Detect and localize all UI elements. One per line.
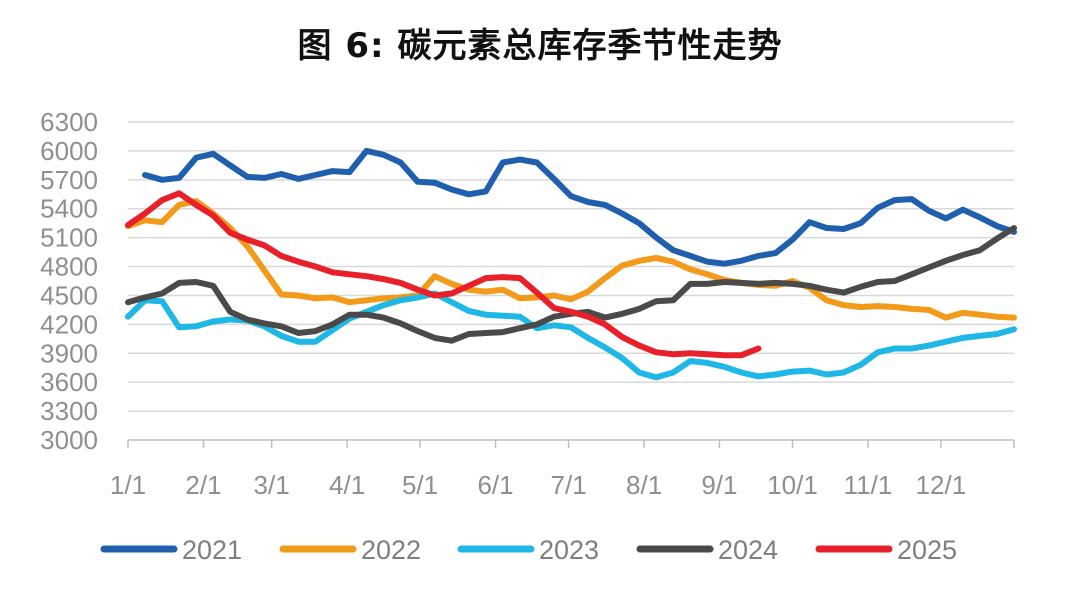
y-tick-label: 5400 xyxy=(40,194,98,224)
y-tick-label: 5700 xyxy=(40,165,98,195)
y-tick-label: 4200 xyxy=(40,309,98,339)
x-tick-label: 4/1 xyxy=(329,470,365,500)
legend-label-2023: 2023 xyxy=(539,535,599,565)
y-tick-label: 6000 xyxy=(40,136,98,166)
x-tick-label: 3/1 xyxy=(254,470,290,500)
legend-label-2022: 2022 xyxy=(361,535,421,565)
grid-lines xyxy=(128,121,1014,441)
x-tick-label: 7/1 xyxy=(551,470,587,500)
chart-title: 图 6: 碳元素总库存季节性走势 xyxy=(297,26,783,66)
series-line-2025 xyxy=(125,190,762,359)
y-tick-label: 3000 xyxy=(40,425,98,455)
legend-label-2025: 2025 xyxy=(897,535,957,565)
y-tick-label: 3600 xyxy=(40,367,98,397)
x-tick-label: 6/1 xyxy=(477,470,513,500)
x-tick-label: 8/1 xyxy=(626,470,662,500)
x-tick-label: 2/1 xyxy=(185,470,221,500)
x-tick-label: 11/1 xyxy=(844,470,893,500)
y-tick-label: 3900 xyxy=(40,338,98,368)
x-tick-label: 1/1 xyxy=(110,470,146,500)
series-line-2021 xyxy=(142,147,1017,267)
x-axis: 1/1 2/1 3/1 4/1 5/1 6/1 7/1 8/1 9/1 10/1 11/1 12/1 xyxy=(110,440,1015,500)
y-tick-label: 4500 xyxy=(40,280,98,310)
series-line-2022 xyxy=(125,198,1017,321)
y-tick-label: 6300 xyxy=(40,107,98,137)
series-line-2023 xyxy=(125,290,1017,381)
x-tick-label: 10/1 xyxy=(767,470,818,500)
legend: 2021 2022 2023 2024 2025 xyxy=(100,535,957,565)
y-tick-label: 3300 xyxy=(40,396,98,426)
x-tick-label: 5/1 xyxy=(402,470,438,500)
legend-label-2024: 2024 xyxy=(718,535,778,565)
y-tick-label: 4800 xyxy=(40,252,98,282)
x-tick-label: 9/1 xyxy=(701,470,737,500)
series-group xyxy=(125,147,1017,381)
y-tick-label: 5100 xyxy=(40,223,98,253)
legend-label-2021: 2021 xyxy=(182,535,242,565)
x-tick-label: 12/1 xyxy=(916,470,967,500)
y-axis: 3000330036003900420045004800510054005700… xyxy=(40,107,98,455)
